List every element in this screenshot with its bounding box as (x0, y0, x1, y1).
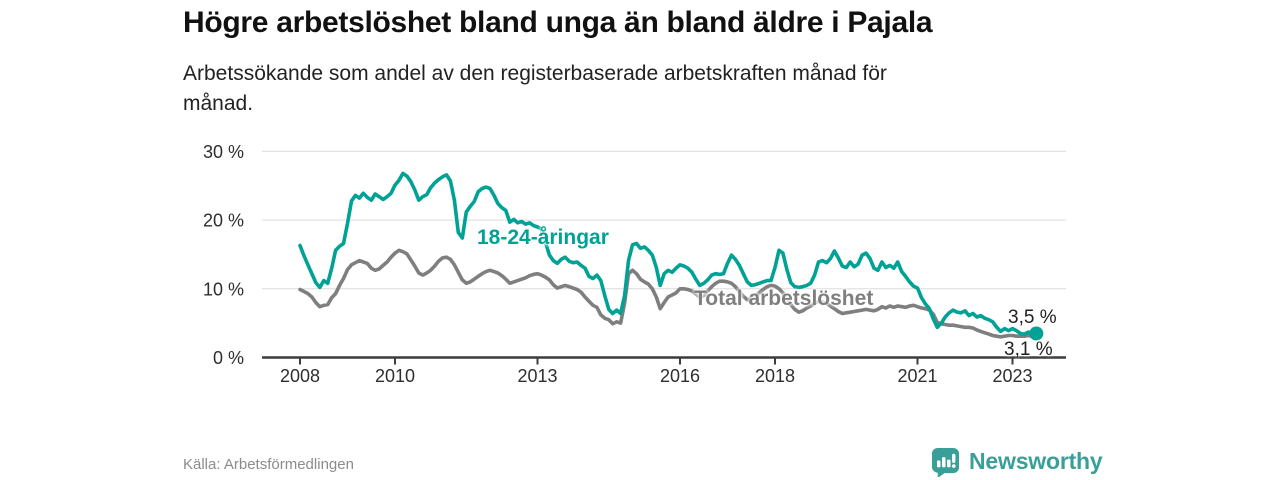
x-tick-label: 2008 (280, 366, 320, 386)
series-end-dot (1029, 326, 1044, 341)
y-tick-label: 30 % (203, 142, 244, 162)
x-tick-label: 2023 (992, 366, 1032, 386)
x-tick-label: 2016 (660, 366, 700, 386)
series-line-1 (298, 248, 1039, 339)
end-value-total: 3,1 % (1004, 339, 1053, 360)
newsworthy-wordmark: Newsworthy (969, 448, 1103, 474)
y-tick-label: 10 % (203, 279, 244, 299)
newsworthy-logo[interactable]: Newsworthy (930, 446, 1103, 477)
newsworthy-icon (931, 447, 960, 477)
series-label-total: Total arbetslöshet (694, 287, 874, 310)
y-tick-label: 0 % (213, 348, 244, 368)
series-line-0 (298, 171, 1039, 336)
y-tick-label: 20 % (203, 211, 244, 231)
source-attribution: Källa: Arbetsförmedlingen (183, 456, 354, 473)
chart-subtitle: Arbetssökande som andel av den registerb… (183, 62, 887, 116)
x-tick-label: 2018 (755, 366, 795, 386)
x-tick-label: 2013 (517, 366, 557, 386)
x-tick-label: 2021 (897, 366, 937, 386)
end-value-youth: 3,5 % (1008, 307, 1057, 328)
page-title: Högre arbetslöshet bland unga än bland ä… (183, 6, 933, 39)
series-label-youth: 18-24-åringar (477, 226, 609, 249)
x-tick-label: 2010 (375, 366, 415, 386)
